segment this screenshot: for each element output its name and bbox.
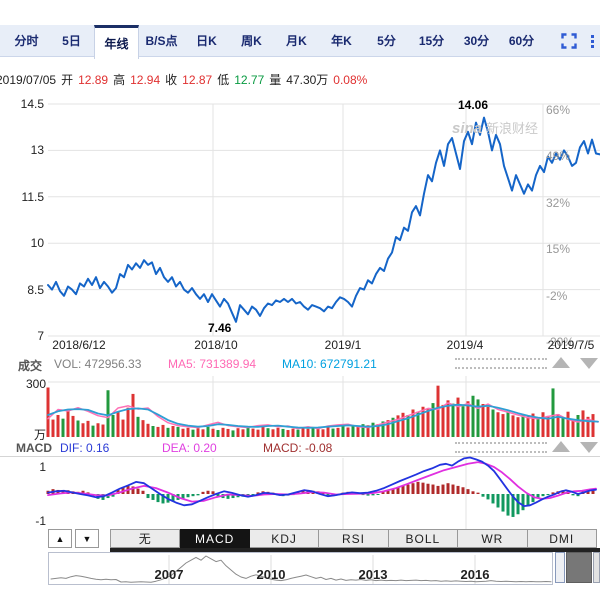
price-ytick-7: 7 (37, 329, 44, 343)
scrollbar-thumb[interactable] (566, 552, 592, 583)
macd-drag-grip[interactable] (455, 442, 547, 453)
change-percent: 0.08% (333, 73, 368, 87)
period-tabs: 分时 5日 年线 B/S点 日K 周K 月K 年K 5分 15分 30分 60分 (4, 25, 544, 59)
high-value: 12.94 (130, 73, 161, 87)
tab-日K[interactable]: 日K (196, 34, 217, 48)
tab-周K[interactable]: 周K (241, 34, 262, 48)
scrollbar-left-handle[interactable] (555, 552, 565, 583)
ohlc-date: 2019/07/05 (0, 73, 57, 87)
price-ytick-8.5: 8.5 (27, 282, 44, 297)
percent-ytick--2%: -2% (546, 288, 568, 303)
tab-5日[interactable]: 5日 (62, 34, 81, 48)
close-value: 12.87 (182, 73, 213, 87)
high-label: 高 (113, 73, 126, 87)
tab-5分[interactable]: 5分 (377, 34, 396, 48)
up-triangle-icon: ▲ (55, 533, 65, 544)
xaxis-label-2019/4: 2019/4 (446, 338, 484, 352)
volume-chart[interactable] (0, 374, 600, 438)
price-ytick-10: 10 (30, 236, 44, 251)
volume-drag-grip[interactable] (455, 358, 547, 369)
tab-年K[interactable]: 年K (331, 34, 352, 48)
volume-collapse-down-icon[interactable] (580, 358, 598, 369)
macd-collapse-up-icon[interactable] (552, 441, 570, 452)
low-value: 12.77 (234, 73, 265, 87)
price-ytick-14.5: 14.5 (20, 97, 44, 111)
tab-60分[interactable]: 60分 (508, 34, 535, 48)
fullscreen-icon[interactable] (561, 33, 577, 49)
indicator-tab-BOLL[interactable]: BOLL (388, 529, 459, 548)
percent-ytick-66%: 66% (546, 103, 571, 117)
price-ytick-13: 13 (30, 143, 44, 158)
period-tabbar: 分时 5日 年线 B/S点 日K 周K 月K 年K 5分 15分 30分 60分 (0, 25, 600, 59)
xaxis-label-2019/7/5: 2019/7/5 (547, 338, 595, 352)
low-label: 低 (217, 73, 230, 87)
indicator-tab-WR[interactable]: WR (458, 529, 528, 548)
navigator-year-2010: 2010 (256, 567, 286, 582)
close-label: 收 (165, 73, 178, 87)
indicator-tab-MACD[interactable]: MACD (180, 529, 250, 548)
indicator-down-button[interactable]: ▼ (75, 529, 99, 548)
volume-unit-label: 万 (33, 428, 46, 442)
price-ytick-11.5: 11.5 (21, 189, 44, 204)
macd-dif-value: DIF: 0.16 (60, 441, 110, 455)
volume-ma5-value: MA5: 731389.94 (168, 357, 257, 371)
watermark-text: 新浪财经 (486, 121, 539, 136)
percent-ytick-32%: 32% (546, 195, 571, 210)
navigator-sparkline (50, 555, 552, 584)
macd-title: MACD (16, 441, 52, 455)
navigator-year-2007: 2007 (154, 567, 184, 582)
macd-ymin-label: -1 (35, 514, 46, 528)
tab-分时[interactable]: 分时 (14, 34, 39, 48)
indicator-tab-无[interactable]: 无 (110, 529, 181, 548)
indicator-up-button[interactable]: ▲ (48, 529, 72, 548)
volume-vol-value: VOL: 472956.33 (54, 357, 142, 371)
tab-B/S点[interactable]: B/S点 (145, 34, 178, 48)
tab-月K[interactable]: 月K (286, 34, 307, 48)
xaxis-label-2018/6/12: 2018/6/12 (52, 338, 106, 352)
volume-label: 量 (269, 73, 282, 87)
navigator-year-2016: 2016 (460, 567, 490, 582)
price-annotation-7.46: 7.46 (208, 321, 232, 335)
xaxis-label-2018/10: 2018/10 (194, 338, 238, 352)
percent-ytick-49%: 49% (546, 149, 571, 164)
macd-dea-value: DEA: 0.20 (162, 441, 217, 455)
watermark-logo: sina (452, 120, 483, 137)
xaxis-label-2019/1: 2019/1 (324, 338, 362, 352)
tab-15分[interactable]: 15分 (418, 34, 445, 48)
volume-title: 成交 (18, 359, 43, 373)
ohlc-readout: 2019/07/05 开 12.89 高 12.94 收 12.87 低 12.77 量 47.30… (0, 71, 372, 88)
indicator-tab-RSI[interactable]: RSI (319, 529, 389, 548)
sina-watermark: sina 新浪财经 (452, 118, 538, 137)
more-options-icon[interactable] (587, 34, 598, 48)
percent-ytick-15%: 15% (546, 242, 571, 257)
volume-collapse-up-icon[interactable] (552, 357, 570, 368)
history-navigator[interactable]: 2007 2010 2013 2016 (48, 552, 553, 585)
open-label: 开 (61, 73, 74, 87)
volume-ymax-label: 300 (25, 377, 46, 391)
indicator-tab-DMI[interactable]: DMI (527, 529, 597, 548)
volume-ma10-value: MA10: 672791.21 (282, 357, 377, 371)
tabbar-icons (561, 33, 598, 49)
tab-年线[interactable]: 年线 (94, 25, 139, 59)
navigator-year-2013: 2013 (358, 567, 388, 582)
open-value: 12.89 (78, 73, 109, 87)
indicator-tabs: 无 MACD KDJ RSI BOLL WR DMI (110, 529, 597, 548)
macd-value: MACD: -0.08 (263, 441, 333, 455)
macd-ymax-label: 1 (39, 460, 46, 474)
percent-ytick--20%: -20% (546, 335, 575, 349)
volume-value: 47.30万 (286, 73, 329, 87)
scrollbar-right-handle[interactable] (593, 552, 600, 583)
macd-chart[interactable] (0, 456, 600, 532)
indicator-tab-KDJ[interactable]: KDJ (249, 529, 320, 548)
indicator-tabs-underline (110, 548, 600, 552)
down-triangle-icon: ▼ (82, 533, 92, 544)
price-chart[interactable] (0, 96, 600, 342)
macd-collapse-down-icon[interactable] (580, 442, 598, 453)
tab-30分[interactable]: 30分 (463, 34, 490, 48)
price-annotation-14.06: 14.06 (458, 98, 489, 112)
